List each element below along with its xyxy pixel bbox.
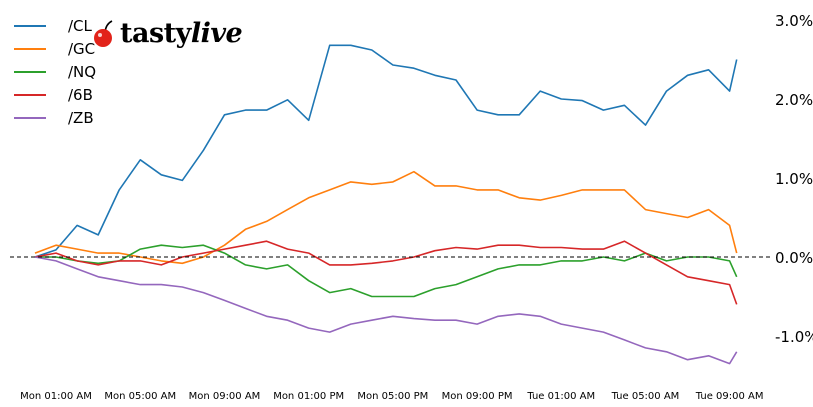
legend-swatch bbox=[14, 70, 46, 73]
x-tick-label: Mon 01:00 AM bbox=[20, 391, 92, 402]
legend-item-nq: /NQ bbox=[14, 60, 96, 83]
series-line-6b bbox=[34, 240, 738, 305]
x-tick-label: Mon 01:00 PM bbox=[273, 391, 344, 402]
legend-label: /ZB bbox=[68, 108, 94, 127]
x-tick-label: Tue 01:00 AM bbox=[526, 391, 595, 402]
legend-label: /CL bbox=[68, 16, 92, 35]
x-tick-label: Tue 09:00 AM bbox=[695, 391, 764, 402]
x-tick-label: Tue 05:00 AM bbox=[611, 391, 680, 402]
legend-item-gc: /GC bbox=[14, 37, 96, 60]
series-line-cl bbox=[34, 44, 738, 258]
legend-swatch bbox=[14, 116, 46, 119]
legend-swatch bbox=[14, 24, 46, 27]
legend-item-6b: /6B bbox=[14, 83, 96, 106]
legend-swatch bbox=[14, 93, 46, 96]
series-line-nq bbox=[35, 244, 738, 298]
legend-item-zb: /ZB bbox=[14, 106, 96, 129]
legend-label: /GC bbox=[68, 39, 96, 58]
legend-label: /NQ bbox=[68, 62, 97, 81]
tastylive-logo: tastylive bbox=[92, 18, 243, 49]
y-tick-label: 2.0% bbox=[775, 91, 813, 109]
y-tick-label: 3.0% bbox=[775, 12, 813, 30]
cherry-icon bbox=[94, 19, 113, 47]
x-tick-label: Mon 09:00 PM bbox=[442, 391, 513, 402]
y-tick-label: 0.0% bbox=[775, 249, 813, 267]
series-line-zb bbox=[34, 256, 738, 365]
legend: /CL /GC /NQ /6B /ZB bbox=[14, 14, 96, 129]
legend-label: /6B bbox=[68, 85, 93, 104]
logo-wordmark: tastylive bbox=[120, 18, 243, 49]
x-tick-label: Mon 05:00 AM bbox=[104, 391, 176, 402]
x-tick-label: Mon 09:00 AM bbox=[189, 391, 261, 402]
legend-swatch bbox=[14, 47, 46, 50]
y-tick-label: 1.0% bbox=[775, 170, 813, 188]
y-tick-label: -1.0% bbox=[775, 328, 813, 346]
legend-item-cl: /CL bbox=[14, 14, 96, 37]
x-tick-label: Mon 05:00 PM bbox=[357, 391, 428, 402]
series-line-gc bbox=[34, 170, 738, 265]
